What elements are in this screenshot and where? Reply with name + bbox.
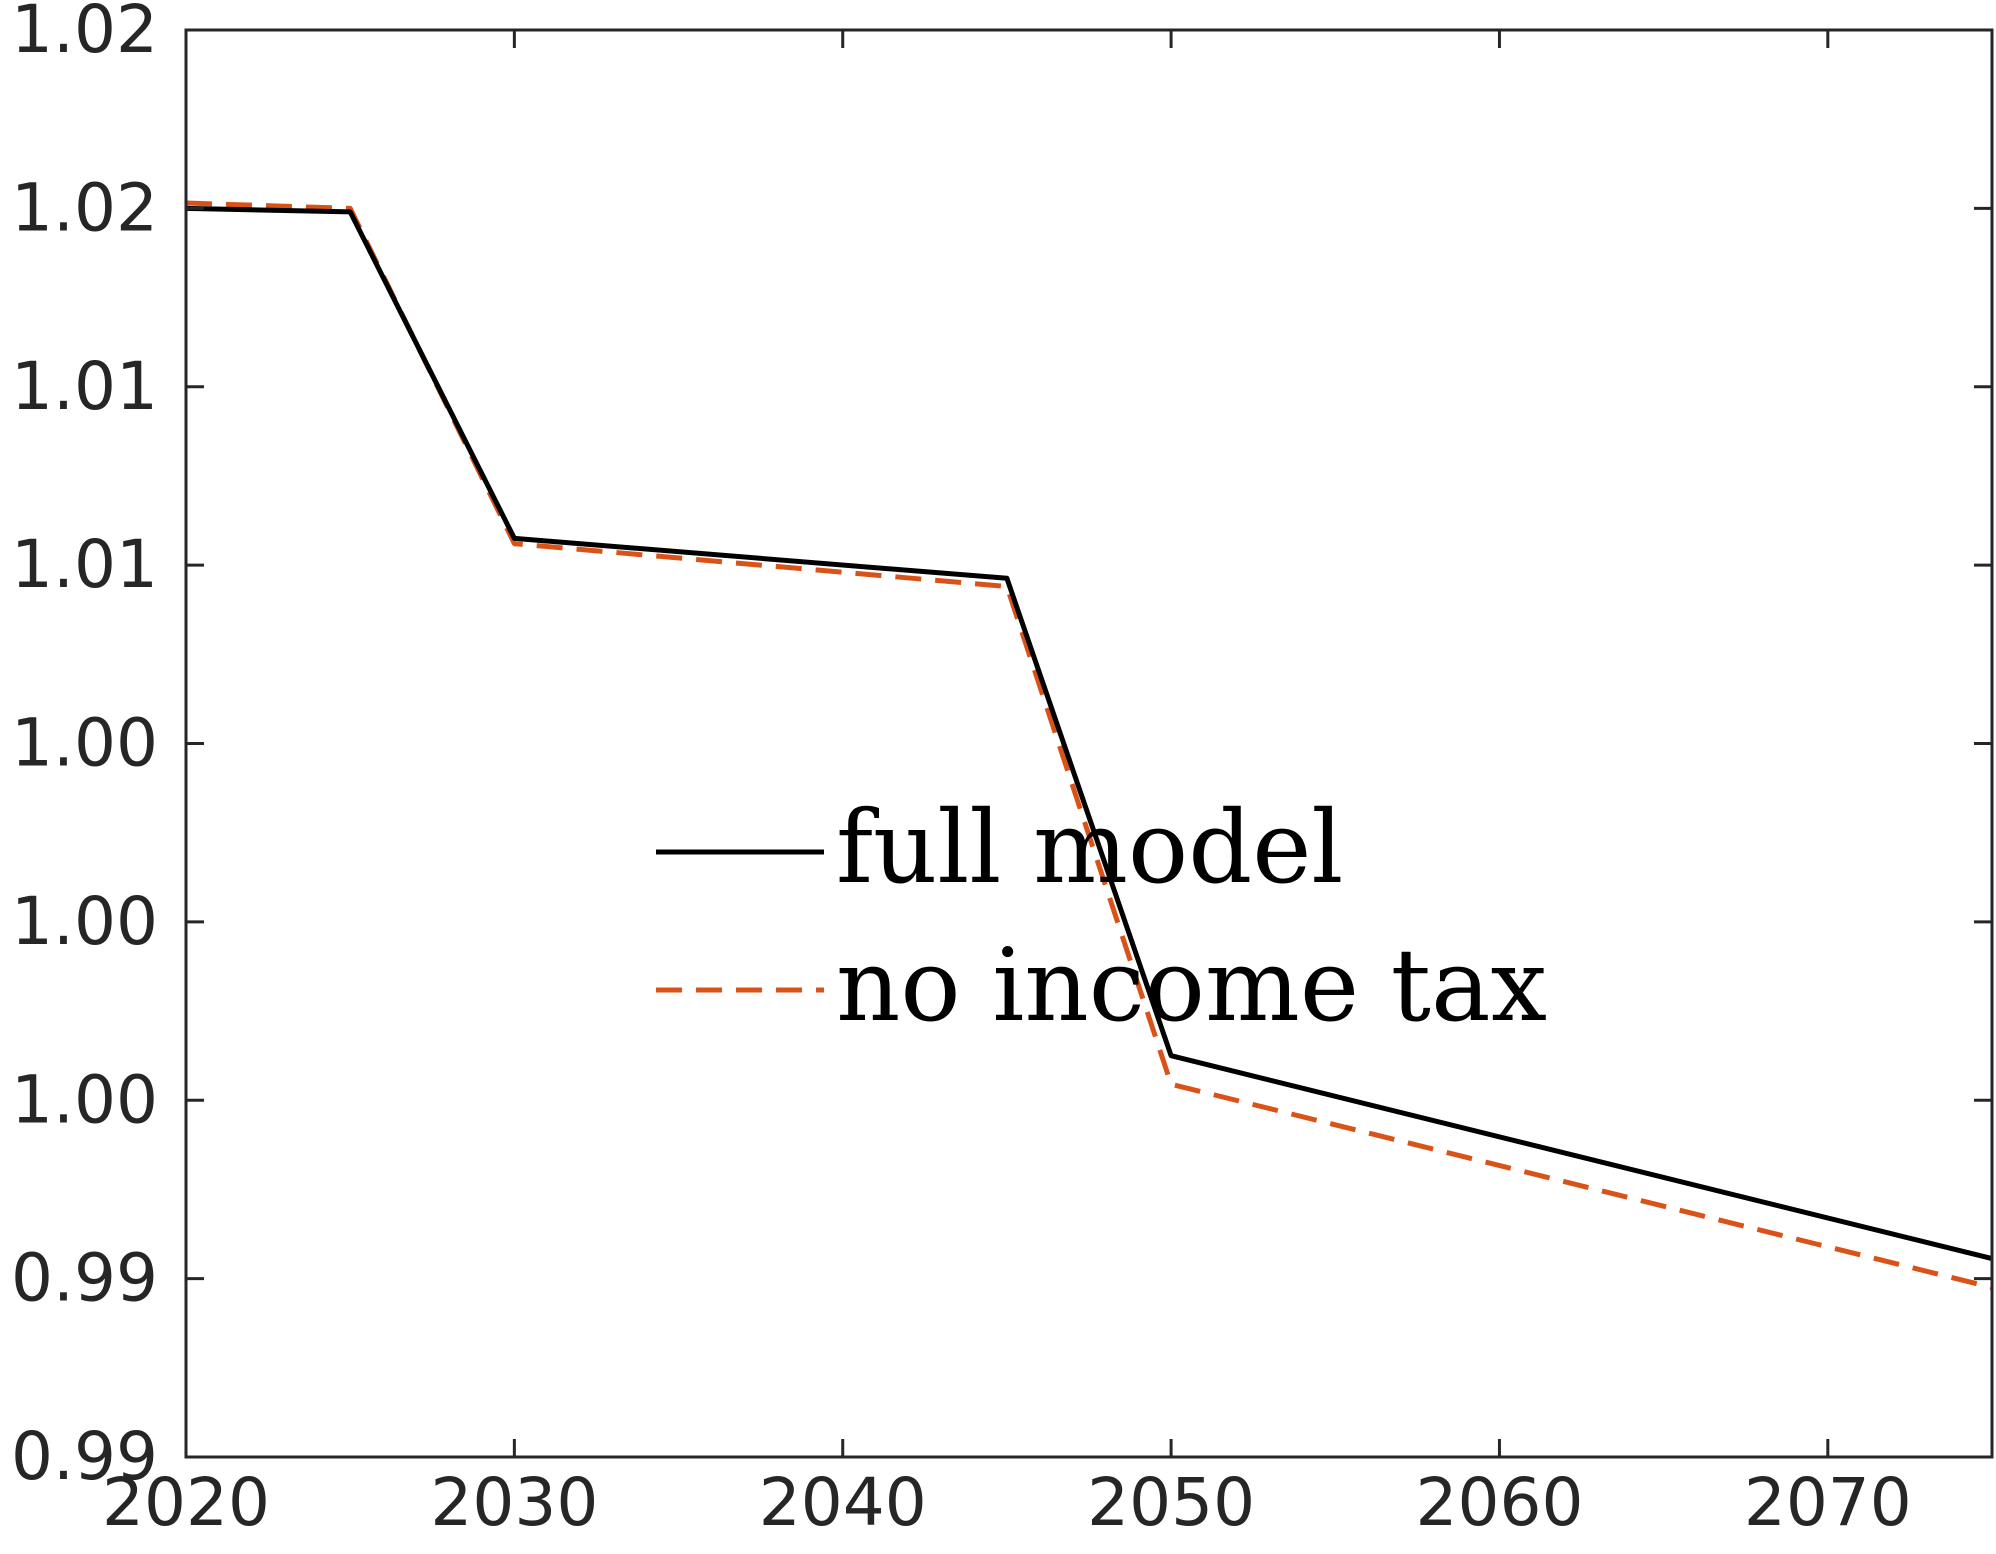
legend-label: full model xyxy=(836,789,1343,906)
plot-background xyxy=(186,30,1992,1457)
series-line-no-income-tax xyxy=(185,200,1993,1290)
y-tick-label: 0.99 xyxy=(11,1240,158,1317)
x-tick-label: 2030 xyxy=(430,1464,598,1541)
chart-marks xyxy=(185,200,1993,1290)
x-tick-label: 2040 xyxy=(759,1464,927,1541)
x-tick-label: 2020 xyxy=(102,1464,270,1541)
plot-frame xyxy=(184,28,1994,1459)
y-tick-label: 1.02 xyxy=(11,169,158,246)
y-tick-label: 1.01 xyxy=(11,348,158,425)
y-tick-label: 0.99 xyxy=(11,1418,158,1495)
x-tick-label: 2050 xyxy=(1087,1464,1255,1541)
y-tick-label: 1.00 xyxy=(11,705,158,782)
axis-ticks: 2020 2030 2040 2050 2060 2070 0.99 0.99 1.00 1.00… xyxy=(11,0,1992,1541)
y-tick-label: 1.00 xyxy=(11,1061,158,1138)
legend-label: no income tax xyxy=(836,927,1547,1044)
y-tick-label: 1.00 xyxy=(11,883,158,960)
y-tick-label: 1.01 xyxy=(11,526,158,603)
legend: full model no income tax xyxy=(656,789,1547,1044)
y-tick-label: 1.02 xyxy=(11,0,158,68)
x-tick-label: 2060 xyxy=(1415,1464,1583,1541)
series-line-full-model xyxy=(185,205,1993,1262)
x-tick-label: 2070 xyxy=(1744,1464,1912,1541)
